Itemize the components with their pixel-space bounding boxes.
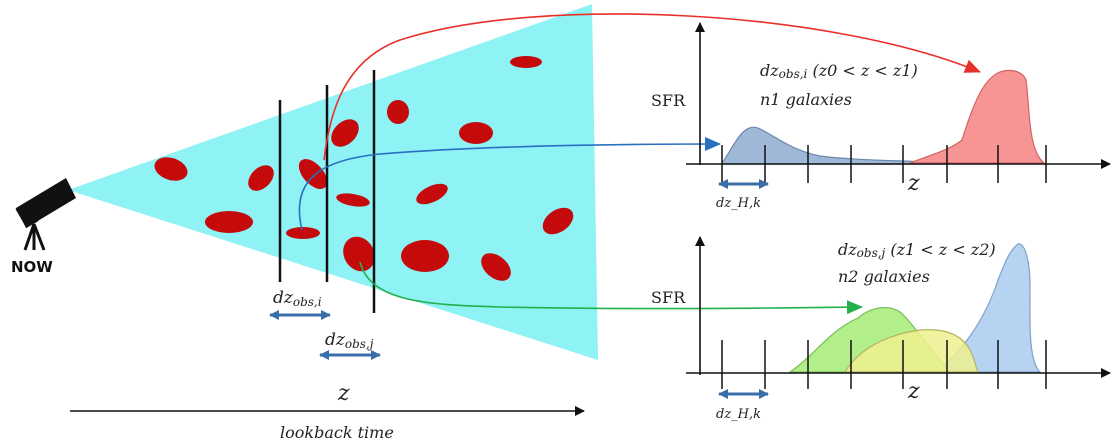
galaxy <box>387 100 409 124</box>
now-label: NOW <box>11 258 53 276</box>
redshift-slice-lines <box>278 70 376 313</box>
galaxy <box>154 157 188 181</box>
left-z-label: z <box>337 381 350 406</box>
bottom-z-label: z <box>907 379 920 404</box>
bottom-yellow-distribution <box>843 329 979 373</box>
top-sfr-panel: SFR dzobs,i (z0 < z < z1) n1 galaxies z … <box>651 22 1111 211</box>
bottom-galaxies-label: n2 galaxies <box>838 267 930 286</box>
galaxy <box>331 119 359 147</box>
galaxy <box>510 56 542 68</box>
bottom-sfr-label: SFR <box>651 288 686 307</box>
bottom-sfr-panel: SFR dzobs,j (z1 < z < z2) n2 galaxies z … <box>651 236 1111 422</box>
top-red-distribution <box>909 69 1046 164</box>
galaxy <box>248 165 274 191</box>
galaxy <box>459 122 493 144</box>
bottom-panel-title: dzobs,j (z1 < z < z2) <box>838 240 996 260</box>
bottom-lightblue-distribution <box>933 243 1042 373</box>
top-blue-distribution <box>721 126 946 165</box>
galaxy <box>298 159 328 189</box>
galaxy <box>401 240 449 272</box>
galaxy <box>343 236 375 272</box>
red-arrow <box>323 13 981 161</box>
telescope-icon <box>15 178 76 251</box>
top-ticks <box>721 145 1047 183</box>
bottom-dz-h-label: dz_H,k <box>716 407 761 422</box>
dz-obs-j-label: dzobs,j <box>325 330 374 351</box>
galaxy <box>205 211 253 233</box>
galaxy <box>416 183 448 205</box>
bottom-ticks <box>721 340 1047 389</box>
lookback-label: lookback time <box>280 423 394 442</box>
light-cone <box>68 4 598 360</box>
top-dz-h-label: dz_H,k <box>716 196 761 211</box>
top-panel-title: dzobs,i (z0 < z < z1) <box>760 61 918 81</box>
galaxies <box>154 56 574 281</box>
galaxy <box>481 253 511 281</box>
blue-arrow <box>298 137 721 231</box>
dz-obs-i-label: dzobs,i <box>273 288 322 309</box>
top-galaxies-label: n1 galaxies <box>760 90 852 109</box>
top-sfr-label: SFR <box>651 91 686 110</box>
top-z-label: z <box>907 171 920 196</box>
green-arrow <box>359 261 863 315</box>
galaxy <box>336 193 370 207</box>
galaxy <box>286 227 320 239</box>
galaxy <box>542 207 574 235</box>
